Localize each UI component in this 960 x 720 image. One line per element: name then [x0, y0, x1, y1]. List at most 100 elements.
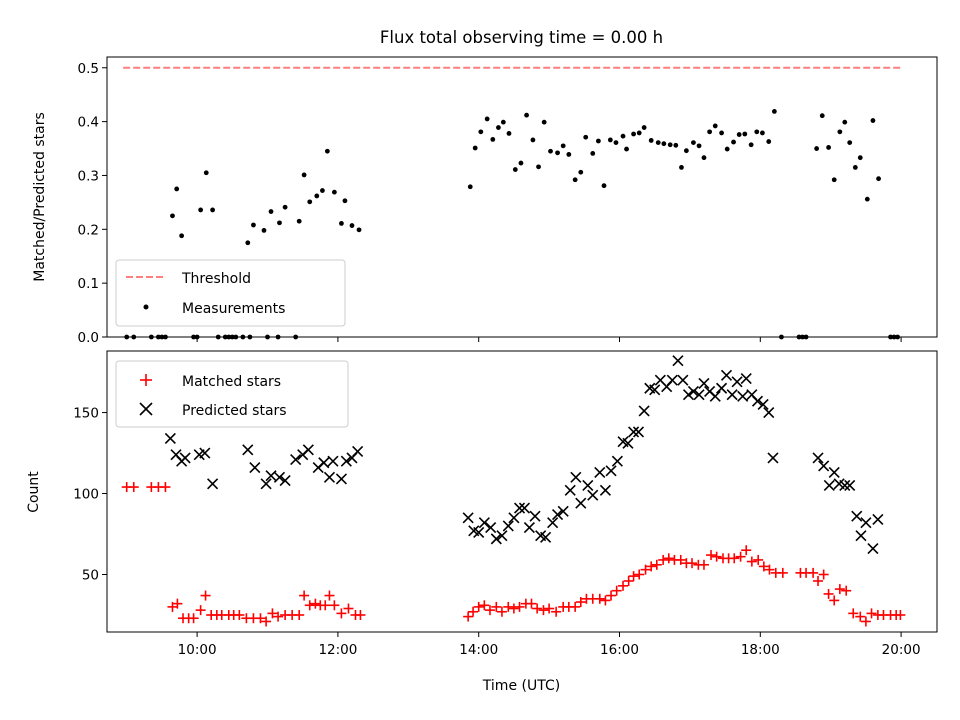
matched-stars-point [336, 608, 347, 619]
measurement-point [864, 196, 870, 202]
measurement-point [766, 139, 772, 144]
x-tick-label: 16:00 [600, 642, 639, 658]
measurement-point [251, 222, 256, 228]
measurement-point [572, 177, 578, 183]
measurement-point [826, 145, 831, 150]
measurement-point [679, 164, 684, 170]
matched-stars-point [813, 575, 824, 586]
matched-stars-point [741, 545, 752, 556]
bottom-y-tick-label: 100 [73, 487, 99, 503]
measurement-point [819, 113, 825, 119]
predicted-stars-point [605, 465, 617, 477]
matched-stars-point [538, 605, 549, 616]
matched-stars-point [128, 482, 139, 493]
matched-stars-point [829, 595, 840, 606]
predicted-stars-point [242, 444, 254, 456]
measurement-point [620, 133, 626, 139]
measurement-point [472, 145, 478, 151]
top-x-axis [196, 337, 902, 342]
predicted-stars-point [812, 452, 824, 464]
matched-stars-point [634, 569, 645, 580]
x-tick-label: 14:00 [459, 642, 498, 658]
predicted-stars-point [851, 510, 863, 522]
matched-stars-point [273, 611, 284, 622]
matched-stars-point [746, 556, 757, 567]
matched-stars-point [463, 611, 474, 622]
bottom-y-axis: 50 100 150 [73, 406, 107, 584]
measurement-point [490, 136, 496, 142]
measurement-point [641, 125, 647, 130]
predicted-stars-point [860, 517, 872, 529]
matched-stars-point [195, 605, 206, 616]
matched-stars-point [503, 601, 514, 612]
predicted-stars-point [687, 385, 699, 398]
measurement-point [210, 207, 215, 213]
measurement-point [541, 119, 547, 125]
measurement-point [673, 142, 679, 148]
predicted-stars-point [335, 473, 347, 485]
matched-stars-point [234, 609, 245, 620]
predicted-stars-point [818, 460, 830, 472]
matched-stars-point [618, 580, 629, 591]
predicted-stars-point [638, 405, 650, 417]
predicted-stars-point [632, 426, 645, 438]
matched-stars-point [532, 603, 543, 614]
measurement-point [601, 183, 607, 189]
predicted-stars-point [164, 432, 176, 445]
top-y-tick-label: 0.4 [78, 115, 99, 131]
measurement-point [771, 108, 777, 114]
bottom-x-axis: 10:00 12:00 14:00 16:00 18:00 20:00 [178, 632, 921, 658]
measurement-point [331, 189, 337, 195]
predicted-stars-point [564, 484, 576, 496]
matched-stars-point [628, 571, 639, 582]
legend-threshold-label: Threshold [181, 271, 251, 287]
matched-stars-point [841, 585, 852, 596]
measurement-point [613, 140, 619, 146]
predicted-stars-point [757, 398, 769, 411]
bottom-axes-frame [106, 350, 938, 633]
predicted-stars-point [199, 447, 211, 459]
matched-stars-point [310, 598, 321, 609]
predicted-stars-point [570, 471, 582, 483]
measurement-point [512, 167, 518, 172]
predicted-stars-point [649, 384, 661, 396]
top-y-tick-label: 0.3 [78, 168, 99, 184]
measurement-point [174, 186, 180, 192]
predicted-stars-point [682, 389, 695, 401]
matched-stars-point [687, 558, 698, 569]
measurement-point [760, 130, 765, 136]
measurement-point [179, 233, 185, 239]
matched-stars-point [860, 616, 871, 627]
predicted-stars-point [844, 479, 856, 491]
matched-stars-point [611, 585, 622, 596]
measurement-point [484, 116, 490, 122]
predicted-stars-point [279, 475, 291, 487]
top-axes-frame [106, 56, 938, 338]
predicted-stars-point [828, 466, 840, 479]
predicted-stars-point [207, 478, 219, 490]
x-tick-label: 20:00 [882, 642, 921, 658]
legend-predicted-label: Predicted stars [182, 403, 287, 419]
predicted-stars-point [672, 355, 684, 367]
measurement-point [349, 223, 355, 228]
predicted-stars-point [508, 512, 520, 524]
matched-stars-point [294, 609, 305, 620]
measurement-point [320, 188, 325, 193]
matched-stars-point [764, 564, 775, 575]
predicted-stars-point [318, 457, 330, 469]
matched-stars-point [711, 551, 722, 562]
top-y-tick-label: 0.0 [78, 330, 99, 346]
matched-stars-point [255, 613, 266, 624]
predicted-stars-point [502, 520, 514, 532]
matched-stars-point [606, 590, 617, 601]
matched-stars-point [355, 609, 366, 620]
predicted-stars-point [763, 406, 775, 419]
measurement-point [268, 209, 274, 214]
predicted-stars-point [462, 512, 474, 524]
measurement-point [560, 143, 566, 149]
predicted-stars-point [473, 526, 485, 538]
matched-stars-point [698, 559, 709, 570]
predicted-stars-point [273, 471, 286, 483]
predicted-stars-point [260, 478, 272, 490]
predicted-stars-point [611, 455, 623, 467]
